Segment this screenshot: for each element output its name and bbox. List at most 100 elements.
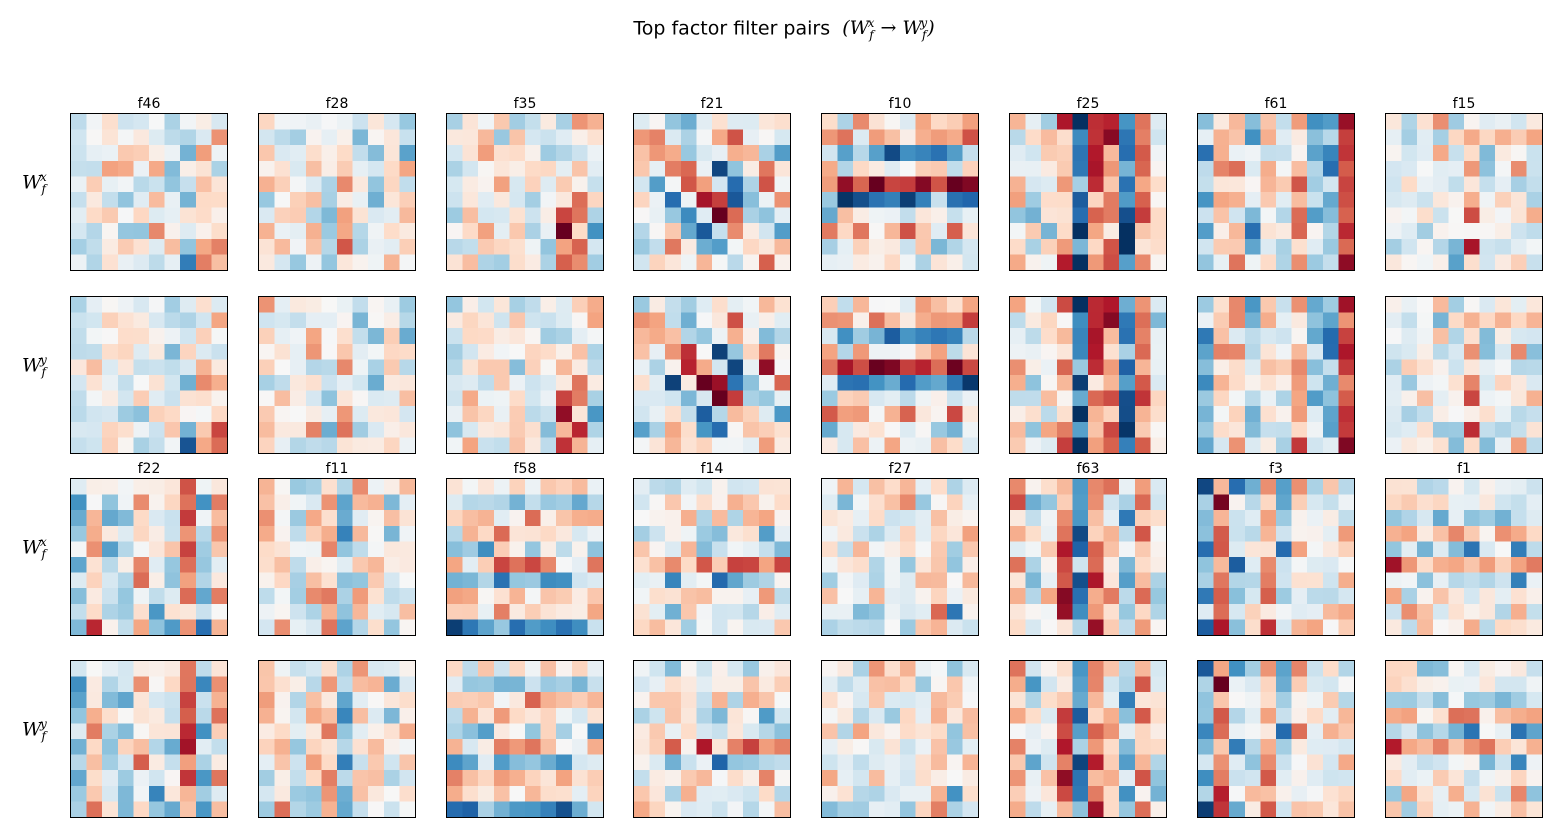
heatmap-cell	[1307, 723, 1324, 740]
heatmap-cell	[399, 328, 415, 345]
heatmap-cell	[399, 754, 415, 771]
heatmap-cell	[1338, 223, 1354, 240]
heatmap-cell	[180, 192, 197, 208]
heatmap-cell	[540, 421, 557, 438]
heatmap-cell	[1479, 707, 1496, 724]
heatmap-cell	[696, 160, 713, 177]
heatmap-cell	[102, 723, 119, 740]
heatmap-cell	[1307, 692, 1324, 709]
heatmap-cell	[1322, 359, 1339, 376]
heatmap-cell	[447, 770, 463, 787]
heatmap-cell	[822, 525, 838, 542]
heatmap-cell	[133, 343, 150, 360]
heatmap-cell	[86, 723, 103, 740]
heatmap-cell	[1041, 676, 1058, 693]
heatmap-cell	[1510, 525, 1527, 542]
heatmap-cell	[383, 192, 400, 208]
heatmap-cell	[274, 207, 291, 224]
heatmap-cell	[102, 176, 119, 193]
heatmap-cell	[509, 114, 526, 130]
heatmap-cell	[383, 223, 400, 240]
heatmap-cell	[133, 312, 150, 329]
heatmap-cell	[540, 619, 557, 635]
heatmap-cell	[1244, 692, 1261, 709]
heatmap-cell	[1448, 754, 1465, 771]
heatmap-cell	[383, 739, 400, 755]
heatmap-cell	[962, 223, 978, 240]
heatmap-cell	[211, 541, 227, 558]
heatmap-cell	[1072, 406, 1089, 423]
heatmap-cell	[321, 723, 338, 740]
heatmap-cell	[1244, 707, 1261, 724]
heatmap-cell	[868, 437, 885, 453]
heatmap-cell	[1526, 207, 1542, 224]
heatmap-cell	[1291, 801, 1308, 817]
heatmap-cell	[1103, 207, 1120, 224]
heatmap-cell	[931, 312, 948, 329]
heatmap-cell	[274, 479, 291, 495]
heatmap-cell	[1041, 510, 1058, 527]
heatmap-cell	[634, 375, 650, 391]
heatmap-cell	[1276, 676, 1292, 693]
heatmap-cell	[1448, 254, 1465, 270]
heatmap-cell	[1119, 510, 1136, 527]
heatmap-cell	[853, 479, 870, 495]
heatmap-cell	[86, 603, 103, 620]
heatmap-cell	[1276, 359, 1292, 376]
heatmap-cell	[180, 343, 197, 360]
heatmap-cell	[1134, 739, 1151, 755]
heatmap-cell	[884, 676, 901, 693]
heatmap-cell	[305, 661, 322, 677]
heatmap-cell	[1495, 145, 1512, 162]
heatmap-cell	[696, 437, 713, 453]
heatmap-cell	[1417, 297, 1434, 313]
heatmap-cell	[368, 160, 385, 177]
heatmap-cell	[556, 328, 573, 345]
heatmap-cell	[1386, 494, 1402, 511]
heatmap-cell	[1291, 785, 1308, 802]
heatmap-cell	[305, 421, 322, 438]
heatmap-cell	[525, 192, 541, 208]
heatmap-cell	[1119, 145, 1136, 162]
heatmap-cell	[71, 785, 87, 802]
heatmap-cell	[540, 785, 557, 802]
heatmap-cell	[117, 588, 134, 605]
heatmap-cell	[743, 541, 760, 558]
heatmap-cell	[837, 390, 854, 407]
heatmap-cell	[399, 421, 415, 438]
heatmap-cell	[665, 510, 682, 527]
heatmap-cell	[1025, 129, 1042, 146]
heatmap-cell	[259, 619, 275, 635]
heatmap-cell	[680, 297, 697, 313]
heatmap-cell	[102, 619, 119, 635]
heatmap-cell	[1417, 145, 1434, 162]
heatmap-cell	[540, 770, 557, 787]
heatmap-cell	[1526, 619, 1542, 635]
heatmap-cell	[509, 510, 526, 527]
heatmap-cell	[133, 390, 150, 407]
heatmap-cell	[837, 254, 854, 270]
heatmap-cell	[540, 479, 557, 495]
heatmap-cell	[1244, 572, 1261, 589]
heatmap-cell	[290, 785, 307, 802]
heatmap-cell	[1010, 254, 1026, 270]
heatmap-cell	[493, 603, 510, 620]
heatmap-cell	[743, 375, 760, 391]
heatmap-cell	[884, 692, 901, 709]
heatmap-cell	[884, 661, 901, 677]
heatmap-cell	[649, 676, 666, 693]
heatmap-cell	[1010, 707, 1026, 724]
heatmap-cell	[290, 238, 307, 255]
heatmap-cell	[117, 801, 134, 817]
heatmap-cell	[149, 572, 165, 589]
heatmap-cell	[290, 479, 307, 495]
heatmap-cell	[587, 479, 603, 495]
heatmap-cell	[1495, 421, 1512, 438]
heatmap-cell	[211, 160, 227, 177]
heatmap-cell	[743, 129, 760, 146]
heatmap-cell	[368, 328, 385, 345]
heatmap-cell	[743, 801, 760, 817]
heatmap-cell	[211, 421, 227, 438]
heatmap-cell	[383, 343, 400, 360]
heatmap-cell	[1510, 375, 1527, 391]
